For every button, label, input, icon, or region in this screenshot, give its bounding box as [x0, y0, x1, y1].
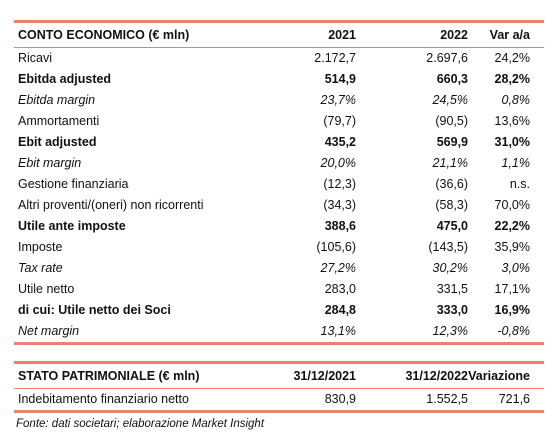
- value-var: 3,0%: [501, 261, 531, 275]
- value-var: 24,2%: [494, 51, 530, 65]
- value-var: 31,0%: [494, 135, 530, 149]
- row-label: Ebit margin: [18, 156, 82, 170]
- value-2022: 660,3: [436, 72, 468, 86]
- table-row: Tax rate 27,2% 30,2% 3,0%: [14, 258, 544, 279]
- value-2021: 23,7%: [320, 93, 356, 107]
- income-header-row: CONTO ECONOMICO (€ mln) 2021 2022 Var a/…: [14, 23, 544, 47]
- value-var: 70,0%: [494, 198, 530, 212]
- value-2021: (105,6): [316, 240, 356, 254]
- balance-header-row: STATO PATRIMONIALE (€ mln) 31/12/2021 31…: [14, 364, 544, 388]
- value-2021: 27,2%: [320, 261, 356, 275]
- row-label: di cui: Utile netto dei Soci: [18, 303, 171, 317]
- row-label: Tax rate: [18, 261, 63, 275]
- table-bottom-rule: [14, 410, 544, 413]
- value-2022: 21,1%: [432, 156, 468, 170]
- value-2022: (58,3): [435, 198, 468, 212]
- value-2022: (143,5): [428, 240, 468, 254]
- income-header-2022: 2022: [440, 28, 468, 42]
- value-2021: 284,8: [324, 303, 356, 317]
- row-label: Altri proventi/(oneri) non ricorrenti: [18, 198, 204, 212]
- balance-header-2021: 31/12/2021: [293, 369, 356, 383]
- row-label: Gestione finanziaria: [18, 177, 129, 191]
- row-label: Ebitda margin: [18, 93, 96, 107]
- table-row: Ebit adjusted 435,2 569,9 31,0%: [14, 132, 544, 153]
- value-2022: 475,0: [436, 219, 468, 233]
- table-row: Altri proventi/(oneri) non ricorrenti (34…: [14, 195, 544, 216]
- table-top-rule: [14, 361, 544, 364]
- table-row: Gestione finanziaria (12,3) (36,6) n.s.: [14, 174, 544, 195]
- value-var: 1,1%: [501, 156, 531, 170]
- value-2021: 283,0: [324, 282, 356, 296]
- source-note: Fonte: dati societari; elaborazione Mark…: [16, 418, 265, 430]
- value-2022: (36,6): [435, 177, 468, 191]
- value-2021: (79,7): [323, 114, 356, 128]
- value-2021: 2.172,7: [314, 51, 356, 65]
- value-2022: 569,9: [436, 135, 468, 149]
- value-2022: 333,0: [436, 303, 468, 317]
- value-var: 28,2%: [494, 72, 530, 86]
- row-label: Ricavi: [18, 51, 53, 65]
- balance-header-2022: 31/12/2022: [405, 369, 468, 383]
- header-rule: [14, 388, 544, 389]
- value-2022: 331,5: [436, 282, 468, 296]
- table-row: Ebitda adjusted 514,9 660,3 28,2%: [14, 69, 544, 90]
- value-var: 17,1%: [494, 282, 530, 296]
- header-rule: [14, 47, 544, 48]
- value-2022: 30,2%: [432, 261, 468, 275]
- value-var: 16,9%: [494, 303, 530, 317]
- row-label: Indebitamento finanziario netto: [18, 392, 189, 406]
- value-var: n.s.: [509, 177, 530, 191]
- table-row: di cui: Utile netto dei Soci 284,8 333,0 16…: [14, 300, 544, 321]
- balance-header-var: Variazione: [468, 369, 530, 383]
- value-2021: 388,6: [324, 219, 356, 233]
- table-bottom-rule: [14, 342, 544, 345]
- income-statement-table: CONTO ECONOMICO (€ mln) 2021 2022 Var a/…: [14, 20, 544, 345]
- value-var: 721,6: [498, 392, 530, 406]
- table-row: Net margin 13,1% 12,3% -0,8%: [14, 321, 544, 342]
- table-row: Utile netto 283,0 331,5 17,1%: [14, 279, 544, 300]
- value-var: 22,2%: [494, 219, 530, 233]
- row-label: Ammortamenti: [18, 114, 100, 128]
- value-2021: 435,2: [324, 135, 356, 149]
- value-2021: 13,1%: [320, 324, 356, 338]
- row-label: Imposte: [18, 240, 63, 254]
- row-label: Ebitda adjusted: [18, 72, 112, 86]
- value-2022: 24,5%: [432, 93, 468, 107]
- value-2021: 830,9: [324, 392, 356, 406]
- value-var: 13,6%: [494, 114, 530, 128]
- value-2021: 20,0%: [320, 156, 356, 170]
- value-2022: (90,5): [435, 114, 468, 128]
- value-2022: 12,3%: [432, 324, 468, 338]
- income-header-title: CONTO ECONOMICO (€ mln): [18, 28, 190, 42]
- value-2022: 1.552,5: [426, 392, 468, 406]
- row-label: Net margin: [18, 324, 80, 338]
- value-var: 35,9%: [494, 240, 530, 254]
- table-row: Ebitda margin 23,7% 24,5% 0,8%: [14, 90, 544, 111]
- table-row: Utile ante imposte 388,6 475,0 22,2%: [14, 216, 544, 237]
- value-var: -0,8%: [497, 324, 530, 338]
- balance-header-title: STATO PATRIMONIALE (€ mln): [18, 369, 200, 383]
- table-top-rule: [14, 20, 544, 23]
- row-label: Ebit adjusted: [18, 135, 97, 149]
- balance-sheet-table: STATO PATRIMONIALE (€ mln) 31/12/2021 31…: [14, 361, 544, 413]
- table-row: Indebitamento finanziario netto 830,9 1.55…: [14, 389, 544, 410]
- value-2021: 514,9: [324, 72, 356, 86]
- value-2021: (34,3): [323, 198, 356, 212]
- table-row: Imposte (105,6) (143,5) 35,9%: [14, 237, 544, 258]
- row-label: Utile netto: [18, 282, 75, 296]
- table-row: Ammortamenti (79,7) (90,5) 13,6%: [14, 111, 544, 132]
- income-header-var: Var a/a: [489, 28, 530, 42]
- value-2022: 2.697,6: [426, 51, 468, 65]
- value-var: 0,8%: [501, 93, 531, 107]
- row-label: Utile ante imposte: [18, 219, 126, 233]
- value-2021: (12,3): [323, 177, 356, 191]
- income-body: Ricavi 2.172,7 2.697,6 24,2% Ebitda adjusted…: [14, 48, 544, 342]
- balance-body: Indebitamento finanziario netto 830,9 1.55…: [14, 389, 544, 410]
- table-row: Ricavi 2.172,7 2.697,6 24,2%: [14, 48, 544, 69]
- table-row: Ebit margin 20,0% 21,1% 1,1%: [14, 153, 544, 174]
- income-header-2021: 2021: [328, 28, 356, 42]
